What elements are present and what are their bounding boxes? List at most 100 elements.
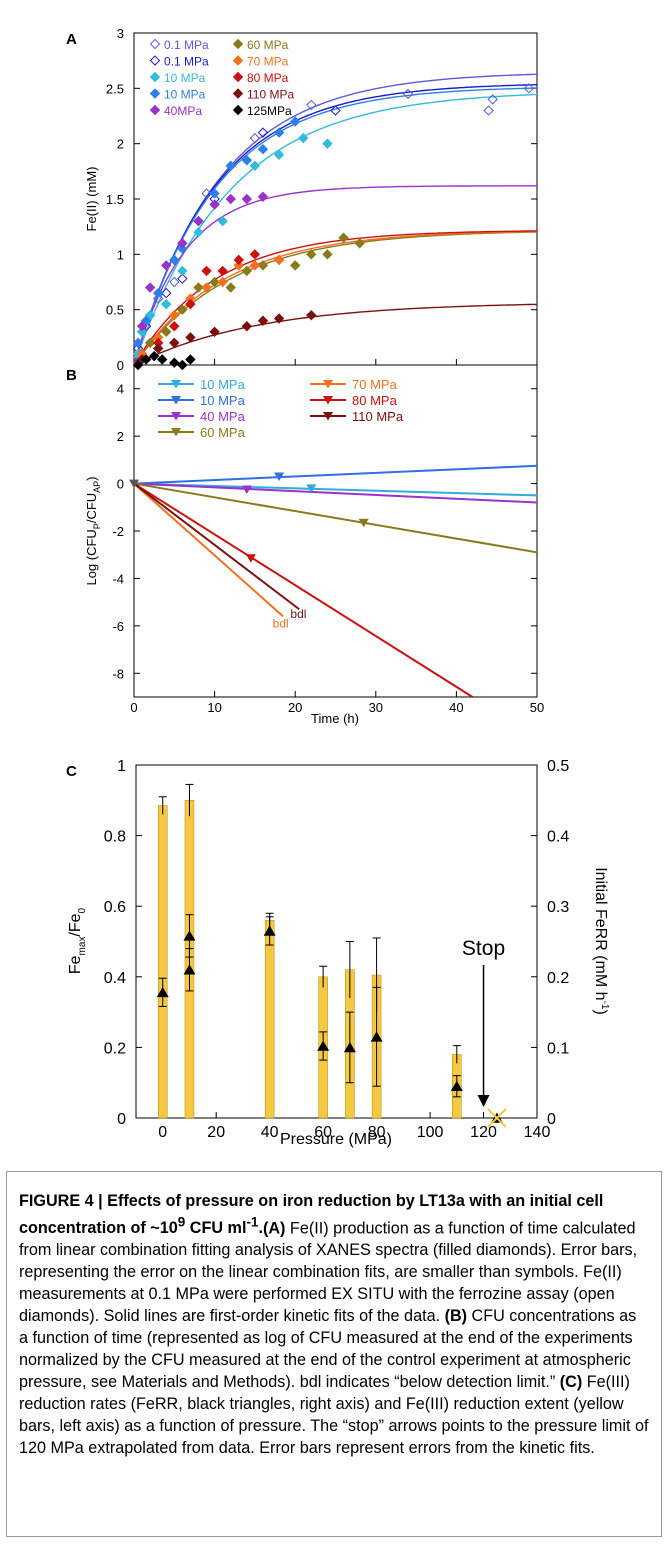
panel-c-xtick-label: 60: [314, 1124, 332, 1141]
panel-c-stop-cross: [487, 1108, 507, 1128]
panel-b-legend-label: 40 MPa: [200, 409, 246, 424]
panel-a-legend-marker: [232, 71, 244, 83]
panel-c-ylabel-right: Initial FeRR (mM h-1): [592, 867, 610, 1015]
panel-a-point: [217, 276, 228, 288]
panel-a-point: [241, 321, 253, 332]
panel-c: C Femax/Fe0 Initial FeRR (mM h-1) 0 0.2 0.…: [66, 758, 610, 1148]
panel-a-point: [169, 254, 180, 266]
panel-a-ytick-label: 3: [117, 26, 124, 41]
panel-a-legend-label: 0.1 MPa: [164, 55, 209, 69]
panel-c-ticks: 0 0.2 0.4 0.6 0.8 1 0 0.1 0.2 0.3 0.4 0.5 0 20 40 60 80 1…: [104, 758, 570, 1141]
panel-a-point: [209, 188, 220, 199]
panel-a-letter: A: [66, 31, 77, 48]
panel-b-ticks: 420-2-4-6-80 10 20 30 40 50: [112, 382, 544, 715]
panel-a-legend-marker: [232, 38, 244, 50]
panel-a-legend-label: 60 MPa: [247, 38, 289, 52]
panel-b-line: [133, 482, 284, 618]
panel-b-ytick-label: 2: [117, 429, 124, 444]
panel-a-point: [306, 99, 317, 111]
panel-c-ytick-right-label: 0.1: [547, 1040, 569, 1057]
panel-a-point: [402, 88, 414, 100]
panel-a-point: [185, 354, 196, 365]
panel-a-point: [233, 254, 244, 266]
panel-c-ytick-right-label: 0.3: [547, 899, 569, 916]
stop-arrow-head: [477, 1095, 490, 1107]
panel-b-xtick-label: 20: [288, 700, 302, 715]
panel-a-point: [225, 193, 236, 205]
panel-b-ytick-label: -4: [112, 571, 124, 586]
panel-a-point: [354, 238, 365, 249]
panel-b-legend-label: 60 MPa: [200, 425, 246, 440]
panel-a-data-points: [132, 83, 535, 371]
panel-b-legend-label: 110 MPa: [352, 409, 404, 424]
panel-a-point: [193, 226, 204, 238]
caption-c-label: (C): [559, 1373, 583, 1392]
panel-a-point: [241, 193, 253, 205]
panel-b: B Log (CFUP/CFUAP) 420-2-4-6-80 10 20 30 40 5…: [66, 364, 544, 726]
panel-a-legend-marker: [149, 55, 161, 66]
panel-b-line: [133, 482, 538, 497]
panel-b-xlabel: Time (h): [311, 711, 359, 726]
panel-b-marker: [241, 485, 252, 494]
panel-a-legend-marker: [149, 88, 161, 99]
panel-c-xtick-label: 100: [417, 1124, 444, 1141]
panel-b-ytick-label: 0: [117, 477, 124, 492]
caption-b-label: (B): [444, 1307, 468, 1326]
panel-a-point: [225, 282, 236, 293]
panel-b-bdl-label: bdl: [273, 616, 289, 630]
panel-c-ytick-right-label: 0: [547, 1111, 556, 1128]
panel-a-point: [144, 337, 156, 349]
caption-c-text: Fe(III) reduction rates (FeRR, black tri…: [19, 1373, 649, 1458]
panel-a-point: [193, 215, 204, 227]
panel-a-point: [201, 265, 212, 277]
panel-a-point: [273, 149, 285, 160]
panel-a-point: [209, 199, 220, 210]
panel-b-ylabel: Log (CFUP/CFUAP): [84, 476, 102, 585]
panel-a-point: [201, 282, 212, 293]
panel-b-xtick-label: 0: [130, 700, 137, 715]
panel-a-ytick-label: 1.5: [106, 192, 124, 207]
panel-a-ytick-label: 1: [117, 247, 124, 262]
panel-c-xtick-label: 140: [524, 1124, 551, 1141]
panel-a-point: [249, 260, 261, 271]
panel-a-point: [217, 215, 228, 227]
panel-a-point: [177, 273, 188, 284]
panel-a-point: [169, 309, 180, 321]
panel-a-point: [177, 243, 188, 255]
panel-b-legend-label: 10 MPa: [200, 377, 246, 392]
panel-c-ytick-left-label: 0: [117, 1111, 126, 1128]
figure-caption-box: FIGURE 4 | Effects of pressure on iron r…: [6, 1171, 662, 1537]
panel-a-point: [185, 332, 196, 343]
panel-c-xtick-label: 0: [158, 1124, 167, 1141]
panel-a-legend: 0.1 MPa 0.1 MPa 10 MPa 10 MPa 40MPa 60 MPa 70 …: [149, 38, 294, 118]
panel-a-fit-curve: [133, 230, 538, 366]
panel-a-fit-curve: [133, 93, 538, 366]
panel-b-bdl-label: bdl: [290, 607, 306, 621]
panel-b-marker: [245, 554, 256, 563]
panel-a-point: [161, 260, 172, 271]
panel-a-point: [338, 232, 349, 243]
panel-a-point: [132, 337, 144, 349]
panel-c-rate-triangle: [450, 1080, 463, 1092]
panel-b-ytick-label: -8: [112, 666, 124, 681]
panel-a-point: [298, 132, 309, 144]
caption-b-text: CFU concentrations as a function of time…: [19, 1307, 637, 1392]
panel-a-point: [152, 343, 164, 354]
panel-c-rate-triangle: [183, 930, 196, 941]
caption-a-label: (A): [262, 1219, 286, 1238]
panel-b-letter: B: [66, 367, 77, 384]
panel-a-point: [257, 191, 269, 202]
panel-a-point: [241, 265, 253, 277]
panel-a-point: [257, 127, 269, 138]
panel-a-point: [161, 298, 172, 310]
panel-a-legend-marker: [149, 71, 161, 83]
panel-a-point: [257, 143, 269, 155]
panel-a-legend-label: 110 MPa: [247, 88, 294, 102]
panel-a-point: [209, 276, 220, 288]
panel-b-ytick-label: -6: [112, 619, 124, 634]
panel-a-point: [249, 132, 261, 144]
panel-c-rate-triangle: [370, 1031, 383, 1042]
